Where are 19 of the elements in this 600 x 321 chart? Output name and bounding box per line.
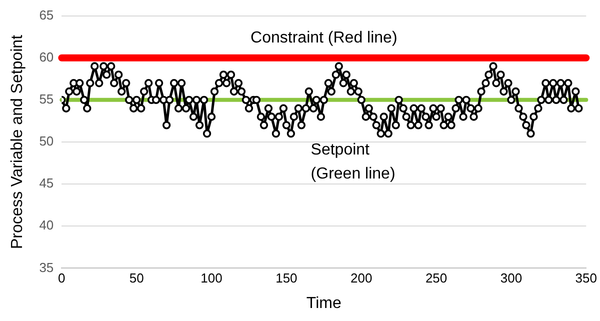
y-tick-label: 60 [39,49,54,64]
ref-line-label: Constraint (Red line) [250,29,398,46]
x-tick-label: 350 [575,270,598,286]
x-tick-label: 150 [276,270,298,286]
x-tick-label: 100 [200,270,222,286]
y-tick-label: 45 [39,176,54,191]
y-tick-label: 40 [39,218,54,233]
x-tick-label: 200 [350,270,372,286]
x-tick-label: 0 [58,270,66,286]
x-tick-label: 50 [129,270,144,286]
y-tick-label: 65 [39,7,54,22]
ref-line-label: Setpoint (Green line) [310,141,396,182]
x-axis-title: Time [306,294,342,312]
x-tick-label: 300 [500,270,522,286]
y-tick-label: 55 [39,92,54,107]
y-axis-title: Process Variable and Setpoint [9,34,26,250]
y-tick-label: 35 [39,260,54,275]
x-tick-label: 250 [425,270,448,286]
y-tick-label: 50 [39,134,54,149]
